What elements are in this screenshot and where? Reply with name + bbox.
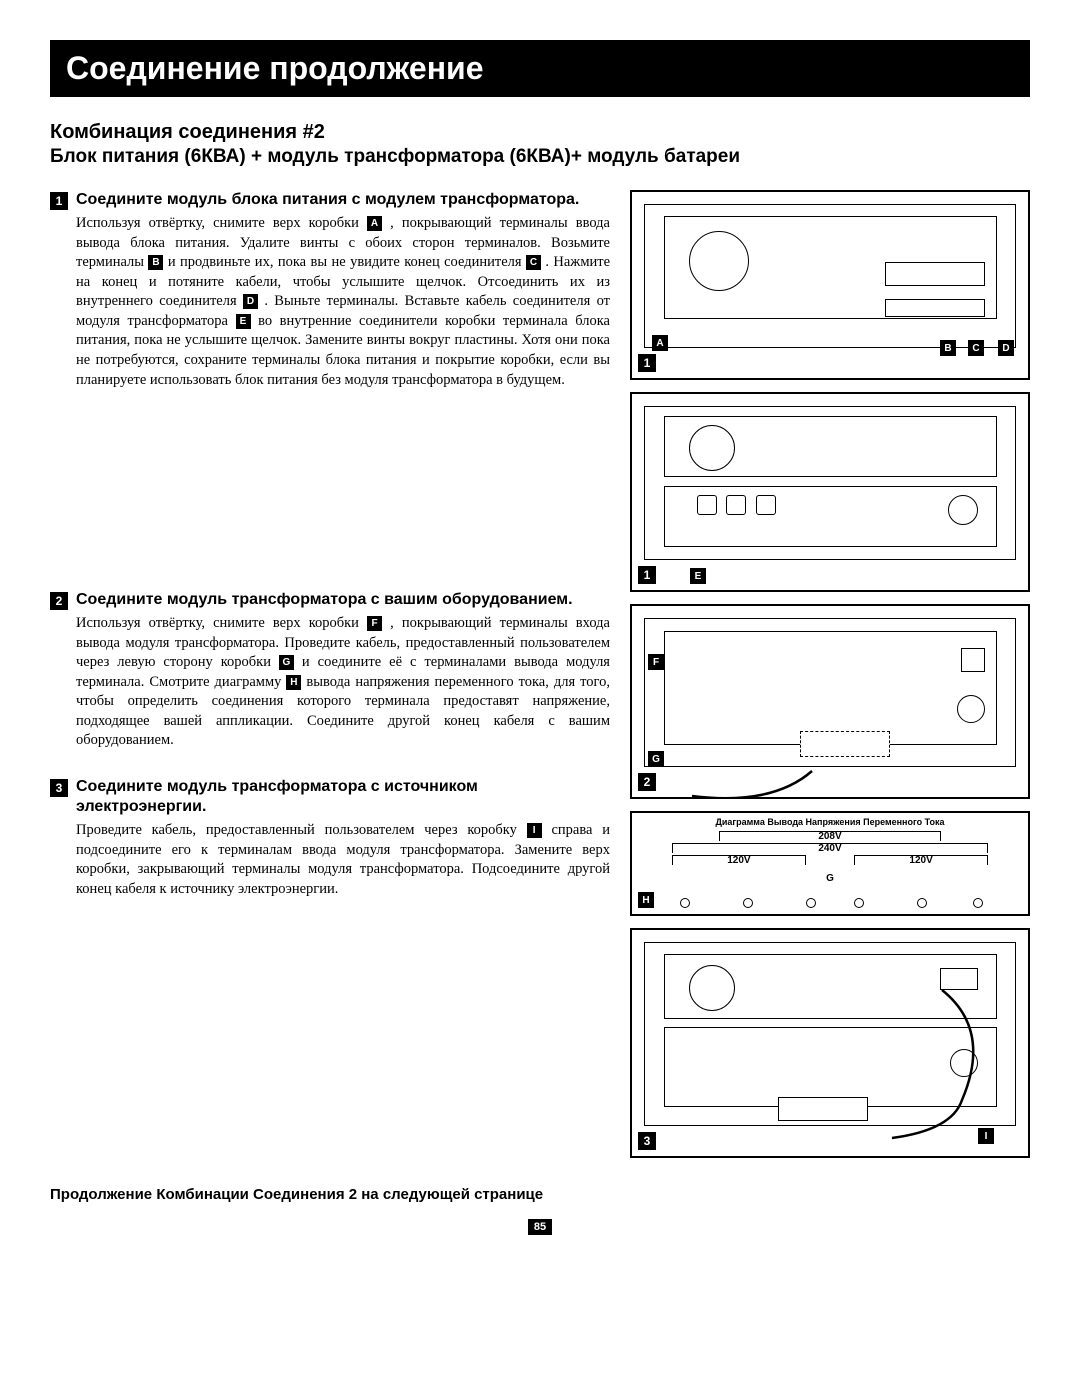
right-column: A B C D 1 1 E <box>630 190 1030 1158</box>
step-2-header: 2 Соедините модуль трансформатора с ваши… <box>50 590 610 610</box>
step-1-header: 1 Соедините модуль блока питания с модул… <box>50 190 610 210</box>
step-1-num: 1 <box>50 192 68 210</box>
chip-E: E <box>236 314 251 329</box>
step1-text-0: Используя отвёртку, снимите верх коробки <box>76 215 367 231</box>
step-2-body: Используя отвёртку, снимите верх коробки… <box>50 614 610 751</box>
step-2-title: Соедините модуль трансформатора с вашим … <box>76 590 573 610</box>
step3-text-0: Проведите кабель, предоставленный пользо… <box>76 822 527 838</box>
terminal-5 <box>917 898 927 908</box>
voltage-diagram: Диаграмма Вывода Напряжения Переменного … <box>630 811 1030 916</box>
figure-2-schematic <box>644 406 1016 560</box>
fig1-label-B: B <box>940 340 956 356</box>
step-3-body: Проведите кабель, предоставленный пользо… <box>50 821 610 899</box>
step1-text-2: и продвиньте их, пока вы не увидите коне… <box>168 254 526 270</box>
terminal-1 <box>680 898 690 908</box>
subtitle-line2: Блок питания (6КВА) + модуль трансформат… <box>50 146 1030 168</box>
figure-5: 3 I <box>630 928 1030 1158</box>
content-wrapper: 1 Соедините модуль блока питания с модул… <box>50 190 1030 1158</box>
footer-text: Продолжение Комбинации Соединения 2 на с… <box>50 1186 1030 1203</box>
figure-1: A B C D 1 <box>630 190 1030 380</box>
fig1-label-A: A <box>652 335 668 351</box>
chip-B: B <box>148 255 163 270</box>
figure-1-schematic <box>644 204 1016 348</box>
step-1-title: Соедините модуль блока питания с модулем… <box>76 190 579 210</box>
voltage-title: Диаграмма Вывода Напряжения Переменного … <box>636 817 1024 829</box>
step-1: 1 Соедините модуль блока питания с модул… <box>50 190 610 390</box>
step-3: 3 Соедините модуль трансформатора с исто… <box>50 777 610 899</box>
terminal-2 <box>743 898 753 908</box>
page-number-wrap: 85 <box>50 1217 1030 1235</box>
chip-C: C <box>526 255 541 270</box>
fig2-label-E: E <box>690 568 706 584</box>
chip-G: G <box>279 655 294 670</box>
figure-3: F G 2 <box>630 604 1030 799</box>
step-1-body: Используя отвёртку, снимите верх коробки… <box>50 214 610 390</box>
chip-I: I <box>527 823 542 838</box>
fig5-label-I: I <box>978 1128 994 1144</box>
chip-D: D <box>243 294 258 309</box>
fig3-label-F: F <box>648 654 664 670</box>
fig3-label-G: G <box>648 751 664 767</box>
subtitle-line1: Комбинация соединения #2 <box>50 121 1030 144</box>
voltage-208: 208V <box>719 831 941 841</box>
fig2-num: 1 <box>638 566 656 584</box>
left-column: 1 Соедините модуль блока питания с модул… <box>50 190 610 1158</box>
fig3-num: 2 <box>638 773 656 791</box>
figure-5-schematic <box>644 942 1016 1126</box>
voltage-120a: 120V <box>672 855 807 865</box>
figure-3-schematic <box>644 618 1016 767</box>
step2-text-0: Используя отвёртку, снимите верх коробки <box>76 615 367 631</box>
chip-F: F <box>367 616 382 631</box>
step-3-header: 3 Соедините модуль трансформатора с исто… <box>50 777 610 817</box>
fig5-num: 3 <box>638 1132 656 1150</box>
fig1-num: 1 <box>638 354 656 372</box>
terminal-6 <box>973 898 983 908</box>
voltage-120b: 120V <box>854 855 989 865</box>
fig1-label-D: D <box>998 340 1014 356</box>
voltage-240: 240V <box>672 843 989 853</box>
page-number: 85 <box>528 1219 552 1235</box>
chip-A: A <box>367 216 382 231</box>
page-title: Соединение продолжение <box>66 50 484 86</box>
step-2-num: 2 <box>50 592 68 610</box>
terminal-4 <box>854 898 864 908</box>
page-title-bar: Соединение продолжение <box>50 40 1030 97</box>
figure-2: 1 E <box>630 392 1030 592</box>
fig1-label-C: C <box>968 340 984 356</box>
chip-H: H <box>286 675 301 690</box>
voltage-g: G <box>632 873 1028 884</box>
step-2: 2 Соедините модуль трансформатора с ваши… <box>50 590 610 751</box>
voltage-label-H: H <box>638 892 654 908</box>
step-3-num: 3 <box>50 779 68 797</box>
terminal-3 <box>806 898 816 908</box>
step-3-title: Соедините модуль трансформатора с источн… <box>76 777 610 817</box>
